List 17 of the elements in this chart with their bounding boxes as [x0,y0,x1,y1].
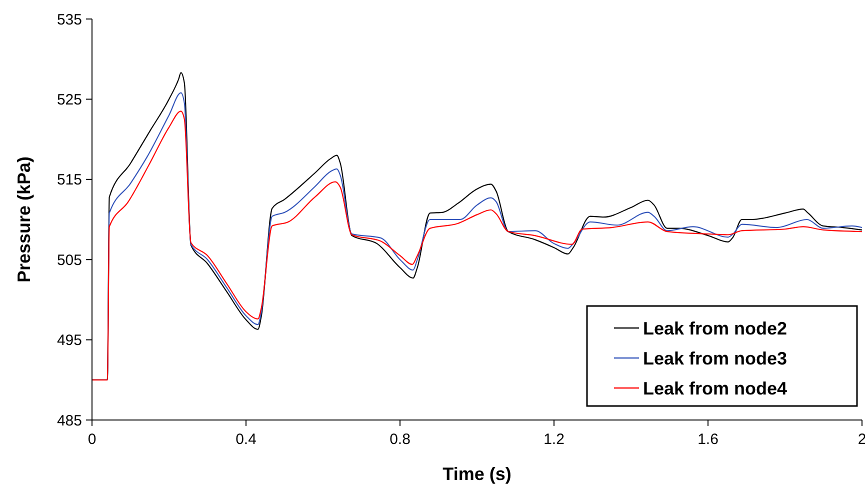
y-tick-label: 485 [56,412,82,430]
y-tick-label: 505 [56,252,82,269]
y-tick-label: 535 [56,11,82,28]
x-tick-label: 2 [858,431,865,448]
y-tick-label: 525 [56,91,82,108]
x-axis-title: Time (s) [442,464,512,484]
legend-label: Leak from node3 [643,348,788,368]
x-tick-label: 0.8 [390,431,410,448]
x-tick-label: 1.2 [544,431,564,448]
legend-label: Leak from node4 [643,378,788,398]
y-tick-label: 495 [56,332,82,350]
x-tick-label: 1.6 [698,431,718,448]
y-tick-label: 515 [56,172,82,189]
legend-label: Leak from node2 [643,318,788,338]
y-axis-title: Pressure (kPa) [14,156,34,283]
x-tick-label: 0 [88,431,96,448]
x-tick-label: 0.4 [236,431,256,448]
